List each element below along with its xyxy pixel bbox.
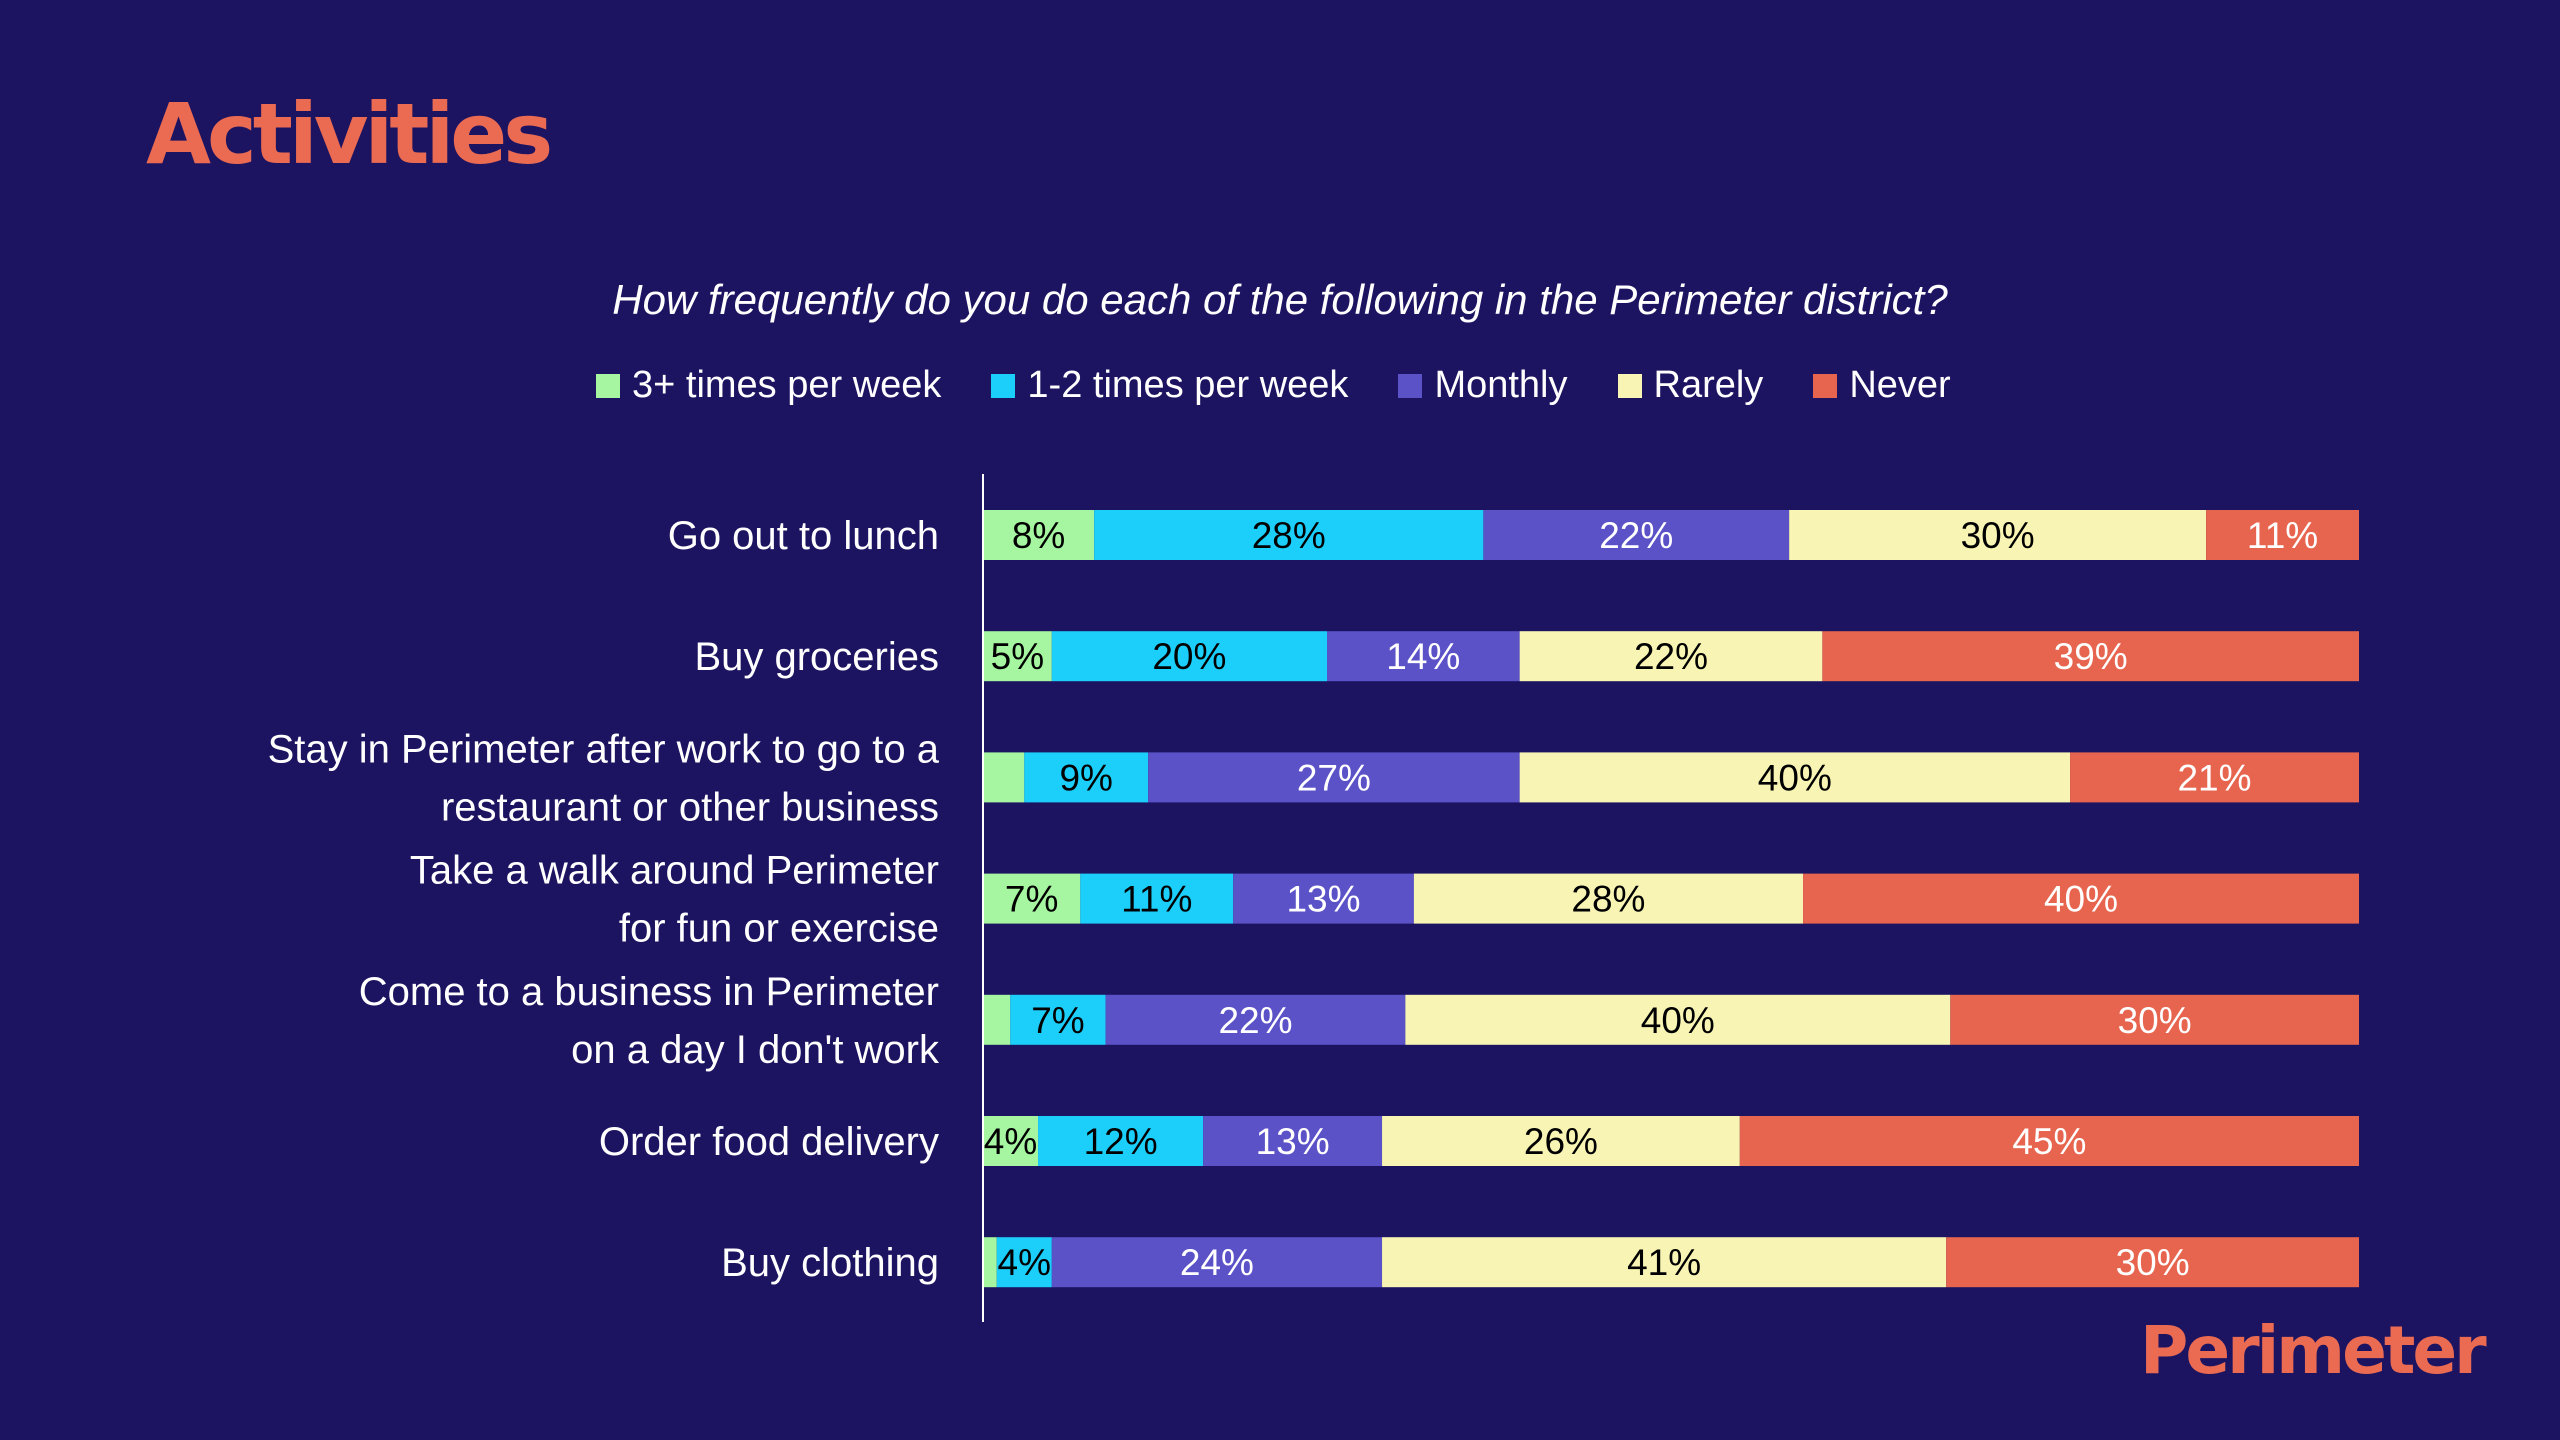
bar-segment [1038, 1116, 1204, 1166]
bar-segment [983, 752, 1025, 803]
bar-segment [1413, 873, 1804, 924]
chart-title: How frequently do you do each of the fol… [612, 276, 1948, 323]
data-label: 24% [1180, 1242, 1254, 1283]
data-label: 27% [1297, 757, 1371, 798]
legend-swatch [1398, 373, 1423, 398]
legend-item: Never [1813, 364, 1951, 407]
legend-label: Rarely [1653, 364, 1764, 406]
data-label: 45% [2012, 1121, 2086, 1162]
legend-label: Never [1849, 364, 1951, 406]
legend-swatch [991, 373, 1016, 398]
category-label: Take a walk around Perimeter [410, 849, 939, 893]
perimeter-logo: Perimeter [2140, 1312, 2487, 1389]
bar-segment [1148, 752, 1520, 803]
category-label: on a day I don't work [571, 1028, 940, 1072]
category-label: Come to a business in Perimeter [359, 970, 939, 1014]
bar-segment [2070, 752, 2359, 803]
bar-segment [1233, 873, 1414, 924]
data-label: 11% [1121, 879, 1192, 920]
data-label: 30% [1961, 515, 2035, 556]
legend-label: Monthly [1434, 364, 1568, 406]
bar-segment [1519, 631, 1823, 682]
category-label: Order food delivery [599, 1120, 939, 1164]
data-label: 41% [1627, 1242, 1701, 1283]
bar-segment [1822, 631, 2359, 682]
legend-item: 1-2 times per week [991, 364, 1348, 407]
bar-segment [1803, 873, 2359, 924]
data-label: 7% [1005, 879, 1058, 920]
bar-segment [983, 994, 1011, 1045]
data-label: 30% [2116, 1242, 2190, 1283]
bar-segment [1327, 631, 1520, 682]
data-label: 9% [1059, 757, 1112, 798]
category-label: for fun or exercise [619, 907, 939, 951]
data-label: 22% [1599, 515, 1673, 556]
bar-segment [983, 1116, 1039, 1166]
legend-swatch [596, 373, 620, 398]
bar-segment [1094, 510, 1484, 560]
data-label: 8% [1012, 515, 1065, 556]
data-label: 4% [984, 1121, 1037, 1162]
data-label: 40% [1641, 1000, 1715, 1041]
data-label: 5% [991, 636, 1044, 677]
data-label: 22% [1634, 636, 1708, 677]
legend-label: 3+ times per week [632, 364, 942, 406]
data-label: 28% [1571, 879, 1645, 920]
data-label: 14% [1386, 636, 1460, 677]
category-label: restaurant or other business [441, 785, 939, 829]
bar-segment [1051, 631, 1327, 682]
category-label: Go out to lunch [668, 514, 939, 558]
data-label: 7% [1031, 1000, 1084, 1041]
bar-segment [1105, 994, 1406, 1045]
bar-segment [1024, 752, 1149, 803]
chart-legend: 3+ times per week 1-2 times per week Month… [596, 364, 2001, 407]
legend-label: 1-2 times per week [1027, 364, 1349, 406]
data-label: 20% [1152, 636, 1226, 677]
bar-segment [1382, 1237, 1947, 1288]
bar-segment [983, 631, 1052, 682]
data-label: 30% [2118, 1000, 2192, 1041]
bar-segment [1483, 510, 1790, 560]
legend-item: Monthly [1398, 364, 1568, 407]
data-label: 39% [2054, 636, 2128, 677]
legend-item: Rarely [1617, 364, 1764, 407]
bar-segment [1080, 873, 1234, 924]
data-label: 13% [1256, 1121, 1330, 1162]
bar-segment [1789, 510, 2207, 560]
legend-swatch [1617, 373, 1642, 398]
bar-segment [1405, 994, 1951, 1045]
data-label: 28% [1252, 515, 1326, 556]
data-label: 12% [1084, 1121, 1158, 1162]
bar-segment [1382, 1116, 1740, 1166]
slide-title: Activities [146, 85, 553, 183]
category-label: Stay in Perimeter after work to go to a [268, 727, 940, 771]
bar-segment [1203, 1116, 1383, 1166]
data-label: 21% [2177, 757, 2251, 798]
category-label: Buy groceries [694, 635, 939, 679]
bar-segment [1739, 1116, 2359, 1166]
bar-segment [983, 510, 1095, 560]
bar-segment [1519, 752, 2071, 803]
data-label: 4% [998, 1242, 1051, 1283]
data-label: 40% [2044, 879, 2118, 920]
bar-segment [1010, 994, 1106, 1045]
data-label: 26% [1524, 1121, 1598, 1162]
bar-segment [1950, 994, 2359, 1045]
legend-item: 3+ times per week [596, 364, 941, 407]
data-label: 40% [1758, 757, 1832, 798]
bar-segment [1946, 1237, 2359, 1288]
data-label: 11% [2247, 515, 2318, 556]
bar-segment [996, 1237, 1052, 1288]
data-label: 13% [1286, 879, 1360, 920]
bar-segment [2206, 510, 2359, 560]
legend-swatch [1813, 373, 1838, 398]
bar-segment [983, 873, 1081, 924]
category-label: Buy clothing [721, 1241, 939, 1285]
data-label: 22% [1218, 1000, 1292, 1041]
bar-segment [983, 1237, 997, 1288]
bar-segment [1051, 1237, 1383, 1288]
